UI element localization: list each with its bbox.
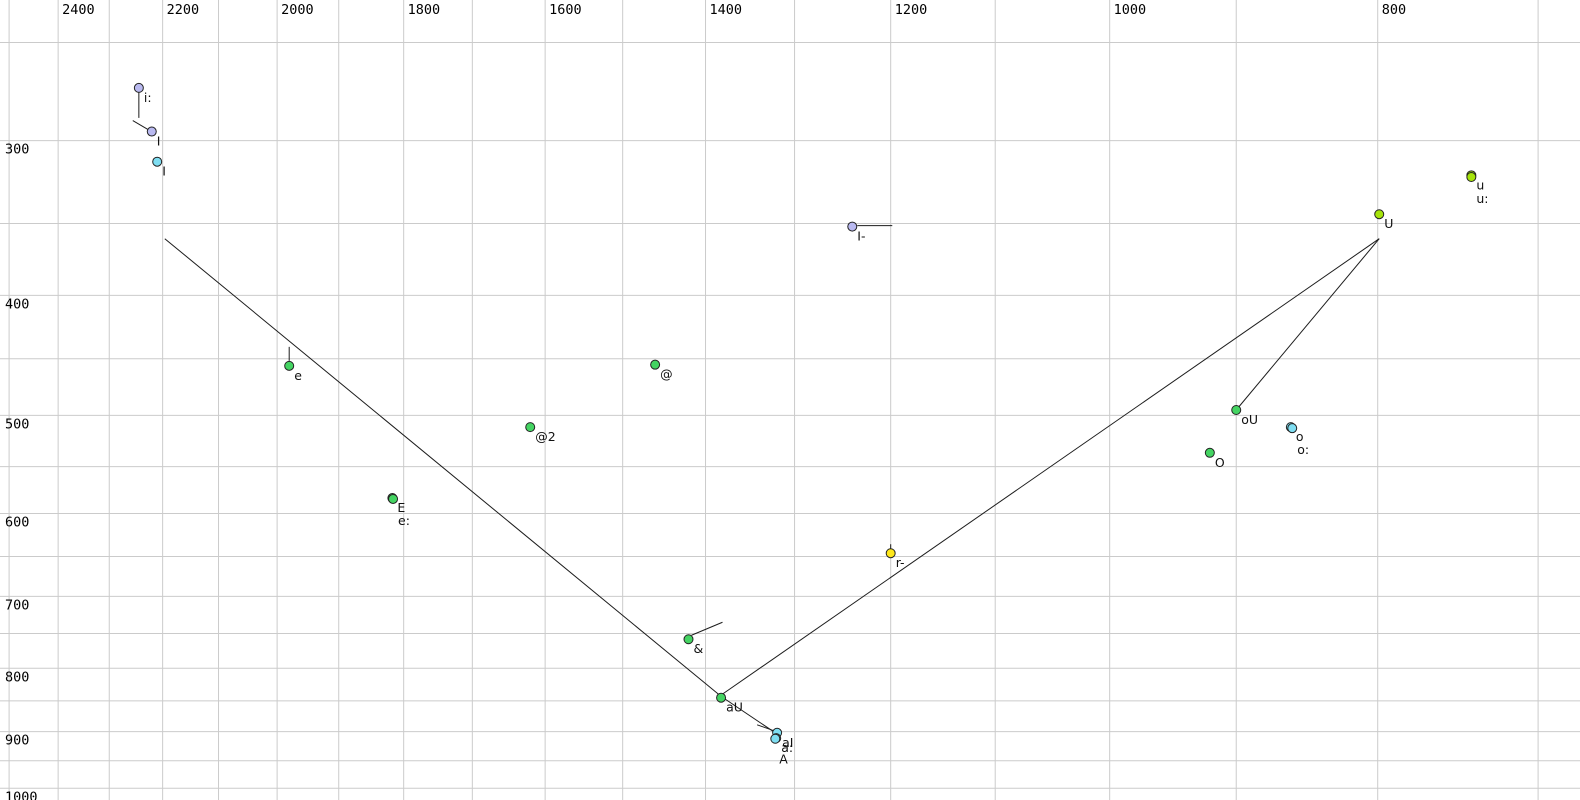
vowel-point-I-[interactable] xyxy=(847,221,858,232)
vowel-label-u: u xyxy=(1476,177,1484,192)
x-axis-tick-labels: 2400 2200 2000 1800 1600 1400 1200 1000 800 xyxy=(62,2,1406,18)
y-tick-label-400: 400 xyxy=(5,296,29,312)
vowel-label-oU: oU xyxy=(1241,412,1258,427)
vowel-label-aU: aU xyxy=(726,700,743,715)
vertical-gridlines xyxy=(8,0,1539,800)
y-tick-label-1000: 1000 xyxy=(5,789,38,800)
vowel-point-e[interactable] xyxy=(284,360,295,371)
y-tick-label-800: 800 xyxy=(5,669,29,685)
vowel-point-@[interactable] xyxy=(650,359,661,370)
vowel-tail-& xyxy=(691,621,723,636)
vowel-point-I[interactable] xyxy=(152,156,163,167)
vowel-point-o:[interactable] xyxy=(1287,423,1298,434)
vowel-point-u:[interactable] xyxy=(1466,172,1477,183)
x-tick-label-2000: 2000 xyxy=(281,2,314,18)
vowel-point-A[interactable] xyxy=(770,733,781,744)
vowel-point-e:[interactable] xyxy=(388,493,399,504)
vowel-label-E: E xyxy=(397,500,405,515)
vowel-label-U: U xyxy=(1384,216,1393,231)
y-tick-label-300: 300 xyxy=(5,142,29,158)
vowel-label-&: & xyxy=(693,641,703,656)
vowel-point-U[interactable] xyxy=(1374,209,1385,220)
x-tick-label-1200: 1200 xyxy=(895,2,928,18)
y-tick-label-900: 900 xyxy=(5,733,29,749)
vowel-point-i:[interactable] xyxy=(133,82,144,93)
point-tails xyxy=(132,91,893,732)
y-tick-label-500: 500 xyxy=(5,416,29,432)
vowel-label-I-: I- xyxy=(857,229,865,244)
x-tick-label-800: 800 xyxy=(1382,2,1406,18)
vowel-label-@: @ xyxy=(660,367,673,382)
vowel-label-o: o xyxy=(1296,429,1304,444)
vowel-label-r-: r- xyxy=(896,555,905,570)
vowel-labels: i: II I-uu: Ue @ @2 Ee: oU oo: Or- & aU aIa:A xyxy=(144,90,1489,767)
y-axis-tick-labels: 300 400 500 600 700 800 900 1000 xyxy=(5,142,38,800)
y-tick-label-600: 600 xyxy=(5,514,29,530)
vowel-point-aU[interactable] xyxy=(716,692,727,703)
y-tick-label-700: 700 xyxy=(5,597,29,613)
vowel-label-u:: u: xyxy=(1476,191,1488,206)
vowel-point-@2[interactable] xyxy=(525,422,536,433)
x-tick-label-1000: 1000 xyxy=(1114,2,1147,18)
vowel-tail-aI xyxy=(756,724,775,732)
vowel-label-o:: o: xyxy=(1297,442,1309,457)
vowel-label-I: I xyxy=(162,164,166,179)
vowel-label-i:: i: xyxy=(144,90,152,105)
vowel-point-I[interactable] xyxy=(146,126,157,137)
vowel-label-A: A xyxy=(779,752,788,767)
vowel-point-O[interactable] xyxy=(1204,447,1215,458)
segment-u-to-ou-line xyxy=(1235,238,1380,411)
x-tick-label-1400: 1400 xyxy=(710,2,743,18)
vowel-tail-I xyxy=(132,120,151,131)
segment-back-diagonal xyxy=(722,238,1380,695)
vowel-label-I: I xyxy=(157,134,161,149)
vowel-point-r-[interactable] xyxy=(885,548,896,559)
vowel-points xyxy=(133,82,1477,744)
vowel-point-oU[interactable] xyxy=(1231,405,1242,416)
x-tick-label-1800: 1800 xyxy=(408,2,441,18)
x-tick-label-2200: 2200 xyxy=(167,2,200,18)
x-tick-label-1600: 1600 xyxy=(549,2,582,18)
vowel-label-aI: aI xyxy=(782,735,793,750)
vowel-label-e:: e: xyxy=(398,513,410,528)
horizontal-gridlines xyxy=(0,42,1580,789)
vowel-label-O: O xyxy=(1215,455,1225,470)
vowel-label-@2: @2 xyxy=(535,429,555,444)
vowel-point-&[interactable] xyxy=(683,634,694,645)
x-tick-label-2400: 2400 xyxy=(62,2,95,18)
vowel-label-e: e xyxy=(294,368,302,383)
vowel-label-a:: a: xyxy=(781,740,793,755)
